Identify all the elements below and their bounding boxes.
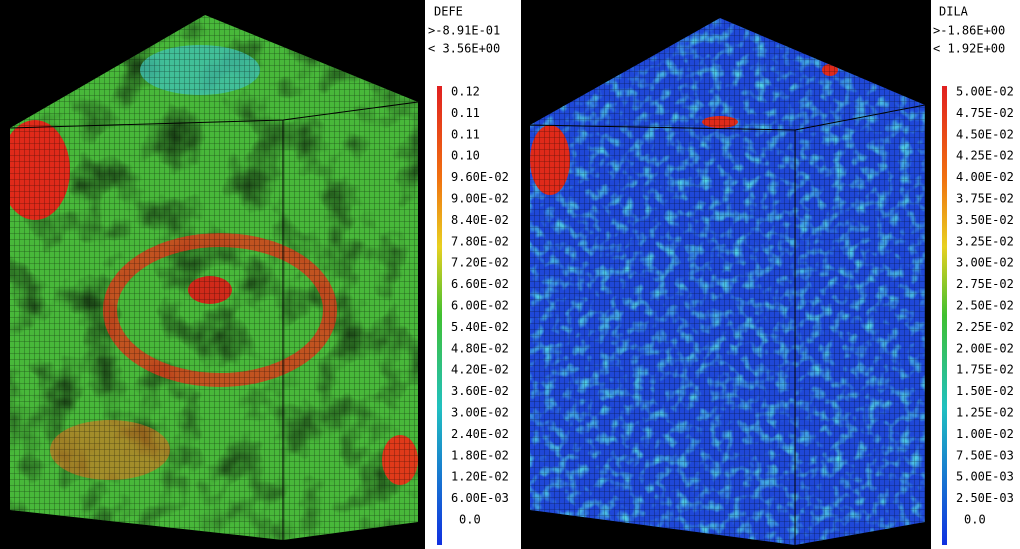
legend-label: 1.00E-02: [956, 427, 1014, 441]
legend-label: 3.75E-02: [956, 192, 1014, 206]
legend-label: 6.00E-03: [451, 491, 509, 505]
legend-label: 2.25E-02: [956, 320, 1014, 334]
legend-label: 5.40E-02: [451, 320, 509, 334]
legend-label: 0.12: [451, 85, 480, 99]
legend-label: 6.60E-02: [451, 277, 509, 291]
legend-label: 8.40E-02: [451, 213, 509, 227]
legend-label: 1.75E-02: [956, 363, 1014, 377]
legend-label: 1.80E-02: [451, 448, 509, 462]
legend-label: 3.60E-02: [451, 384, 509, 398]
legend-label: 0.11: [451, 106, 480, 120]
legend-label: 0.11: [451, 127, 480, 141]
legend-label: 1.50E-02: [956, 384, 1014, 398]
legend-max: < 1.92E+00: [933, 42, 1005, 56]
legend-label: 4.20E-02: [451, 363, 509, 377]
legend-label: 0.0: [459, 513, 481, 527]
legend-label: 2.75E-02: [956, 277, 1014, 291]
color-bar: [942, 86, 947, 545]
legend-label: 7.20E-02: [451, 256, 509, 270]
legend-label: 9.00E-02: [451, 192, 509, 206]
legend-title: DEFE: [434, 5, 463, 19]
legend-title: DILA: [939, 5, 969, 19]
legend-label: 2.50E-03: [956, 491, 1014, 505]
legend-label: 2.00E-02: [956, 341, 1014, 355]
legend-label: 0.0: [964, 513, 986, 527]
legend-label: 5.00E-03: [956, 470, 1014, 484]
legend-label: 5.00E-02: [956, 85, 1014, 99]
legend-label: 1.25E-02: [956, 406, 1014, 420]
legend-label: 4.75E-02: [956, 106, 1014, 120]
legend-label: 4.50E-02: [956, 127, 1014, 141]
legend-label: 2.50E-02: [956, 299, 1014, 313]
legend-label: 4.25E-02: [956, 149, 1014, 163]
legend-label: 3.25E-02: [956, 234, 1014, 248]
legend-max: < 3.56E+00: [428, 42, 500, 56]
legend-label: 0.10: [451, 149, 480, 163]
legend-label: 4.80E-02: [451, 341, 509, 355]
legend-label: 2.40E-02: [451, 427, 509, 441]
legend-min: >-1.86E+00: [933, 24, 1005, 38]
legend-label: 3.00E-02: [451, 406, 509, 420]
legend-label: 6.00E-02: [451, 299, 509, 313]
legend-label: 7.80E-02: [451, 234, 509, 248]
legend-label: 9.60E-02: [451, 170, 509, 184]
legend-label: 7.50E-03: [956, 448, 1014, 462]
legend-label: 3.00E-02: [956, 256, 1014, 270]
mesh-model: [530, 18, 925, 545]
legend-label: 3.50E-02: [956, 213, 1014, 227]
legend-label: 1.20E-02: [451, 470, 509, 484]
legend-label: 4.00E-02: [956, 170, 1014, 184]
mesh-model: [10, 15, 418, 540]
legend-min: >-8.91E-01: [428, 24, 500, 38]
color-bar: [437, 86, 442, 545]
